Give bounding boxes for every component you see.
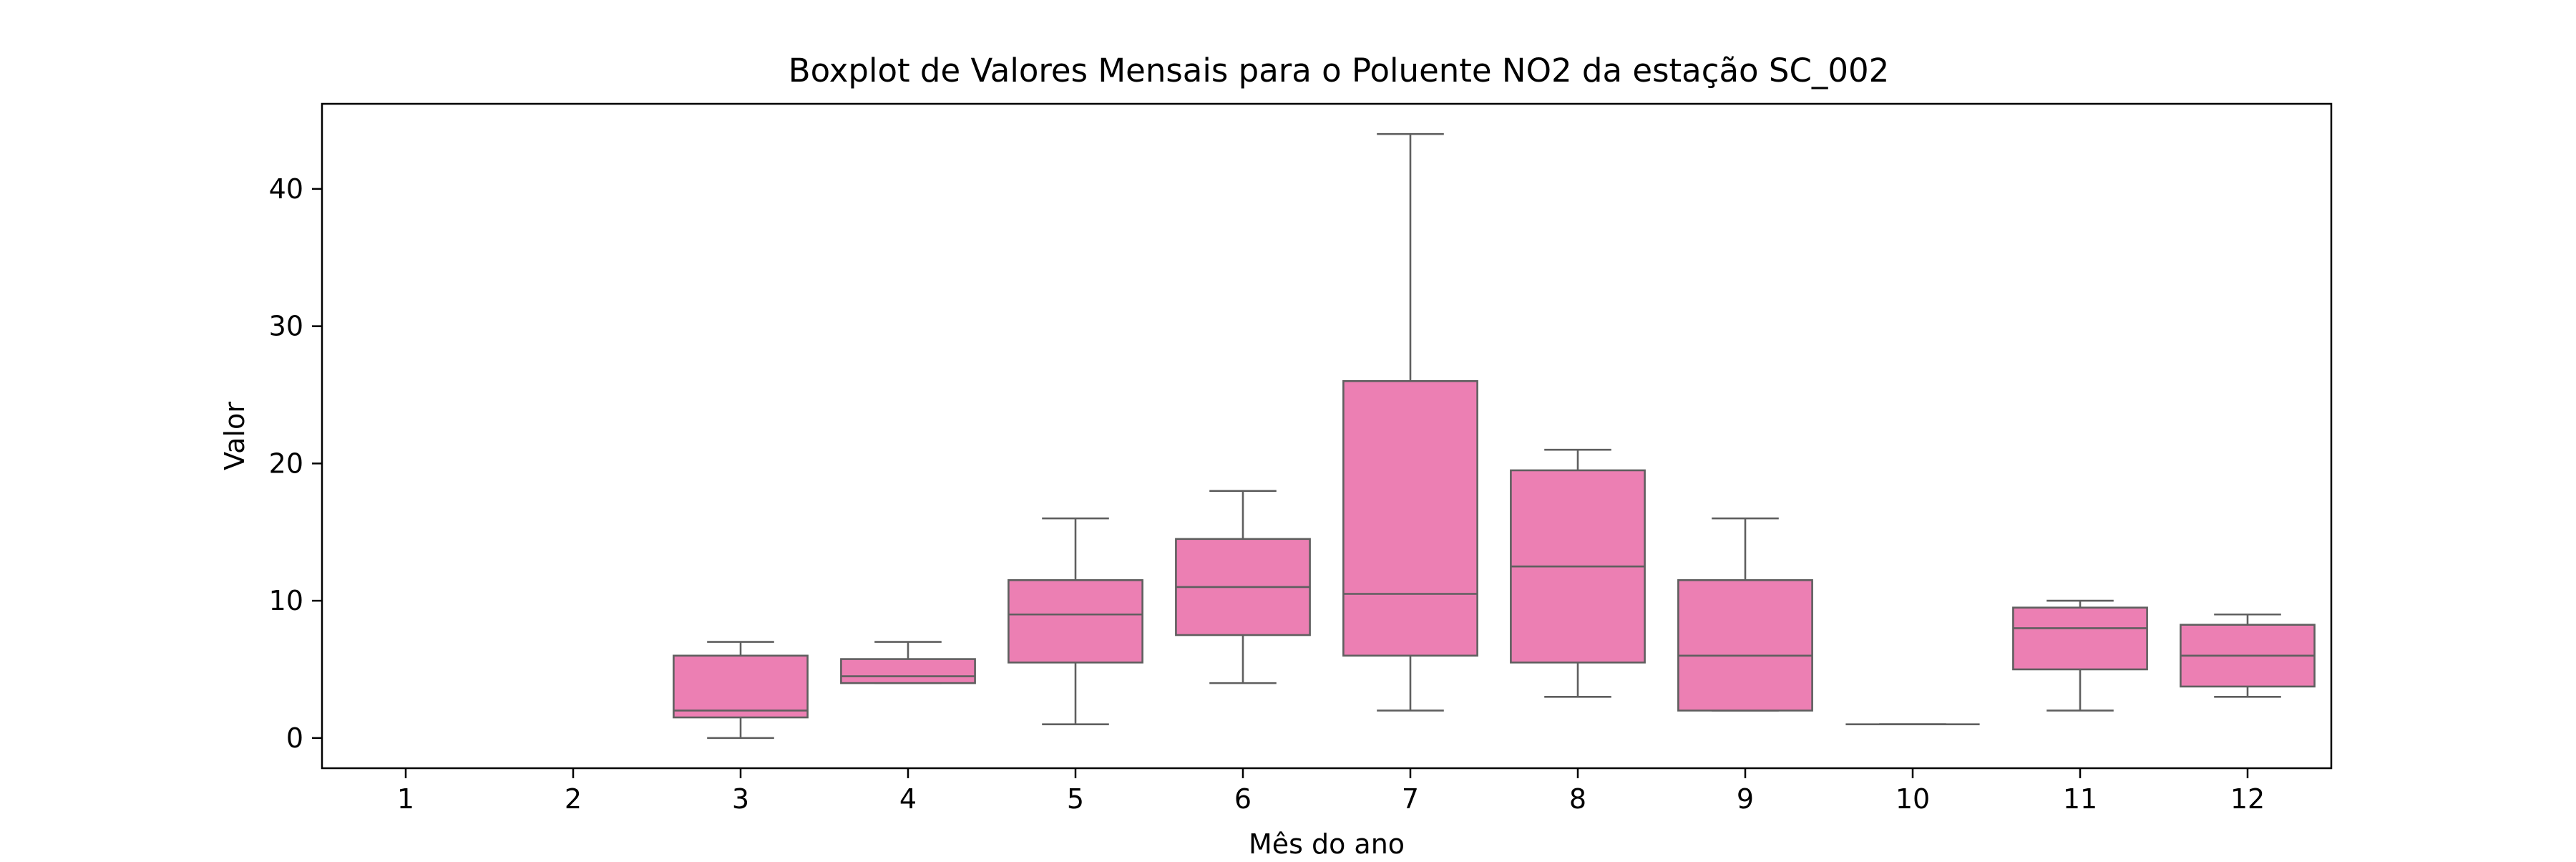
x-tick-label: 9 bbox=[1737, 783, 1754, 815]
y-tick-label: 30 bbox=[269, 311, 303, 342]
x-tick-label: 7 bbox=[1402, 783, 1419, 815]
x-tick-label: 5 bbox=[1067, 783, 1084, 815]
box-month-5 bbox=[1008, 517, 1143, 725]
x-tick-label: 1 bbox=[397, 783, 414, 815]
iqr-box bbox=[840, 658, 976, 684]
box-month-11 bbox=[2012, 599, 2148, 712]
y-tick-label: 40 bbox=[269, 173, 303, 205]
x-tick-label: 10 bbox=[1896, 783, 1930, 815]
plot-area bbox=[673, 132, 2316, 740]
iqr-box bbox=[1342, 380, 1478, 657]
y-tick-label: 0 bbox=[286, 722, 303, 754]
box-month-9 bbox=[1677, 517, 1813, 712]
iqr-box bbox=[1677, 579, 1813, 712]
x-tick-label: 6 bbox=[1234, 783, 1252, 815]
x-tick-label: 2 bbox=[565, 783, 582, 815]
x-tick-label: 4 bbox=[899, 783, 917, 815]
box-month-3 bbox=[673, 641, 809, 740]
x-tick-label: 8 bbox=[1569, 783, 1586, 815]
x-tick-label: 3 bbox=[732, 783, 749, 815]
x-axis-label: Mês do ano bbox=[1249, 828, 1405, 859]
y-axis: 0 10 20 30 40 bbox=[269, 173, 322, 754]
y-tick-label: 10 bbox=[269, 585, 303, 616]
iqr-box bbox=[2012, 606, 2148, 671]
iqr-box bbox=[673, 654, 809, 719]
y-tick-label: 20 bbox=[269, 447, 303, 479]
box-month-7 bbox=[1342, 132, 1478, 712]
box-month-6 bbox=[1175, 490, 1311, 684]
plot-frame bbox=[321, 102, 2333, 770]
y-axis-label: Valor bbox=[219, 402, 250, 470]
box-month-12 bbox=[2180, 613, 2316, 698]
box-month-4 bbox=[840, 641, 976, 684]
chart-title: Boxplot de Valores Mensais para o Poluen… bbox=[789, 52, 1890, 89]
x-axis: 1 2 3 4 5 6 7 8 9 10 11 12 bbox=[397, 768, 2265, 815]
x-tick-label: 12 bbox=[2230, 783, 2265, 815]
iqr-box bbox=[1008, 579, 1143, 664]
x-tick-label: 11 bbox=[2063, 783, 2097, 815]
box-month-8 bbox=[1510, 448, 1646, 698]
